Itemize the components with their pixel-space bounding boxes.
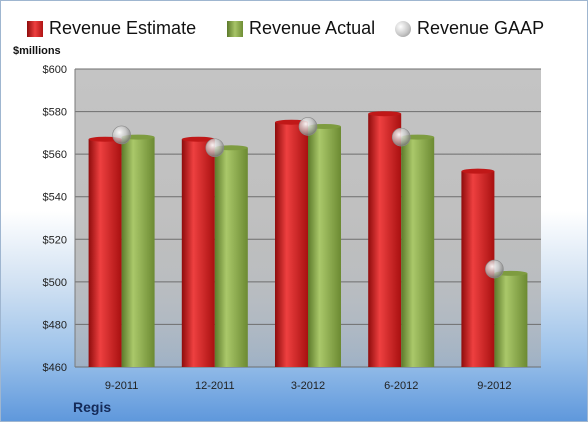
bar-revenue-actual [401, 137, 435, 367]
bars [88, 111, 528, 367]
y-tick-label: $560 [43, 149, 67, 161]
company-name: Regis [73, 399, 112, 415]
y-tick-label: $580 [43, 107, 67, 119]
y-tick-label: $480 [43, 319, 67, 331]
y-axis-ticks: $460 $480 $500 $520 $540 $560 $580 $600 [43, 64, 67, 374]
bar-revenue-estimate [275, 122, 308, 367]
x-tick-label: 9-2011 [105, 380, 138, 392]
bar-revenue-estimate [88, 139, 122, 367]
marker-revenue-gaap [391, 127, 411, 147]
bar-revenue-estimate [368, 113, 402, 367]
y-tick-label: $540 [43, 192, 67, 204]
bar-revenue-actual [308, 126, 341, 367]
legend-swatch-estimate [27, 21, 43, 37]
x-tick-label: 3-2012 [291, 380, 325, 392]
marker-revenue-gaap [205, 138, 225, 158]
bar-cap-estimate [181, 136, 215, 142]
y-axis-unit-label: $millions [13, 45, 61, 57]
bar-revenue-actual [494, 273, 528, 367]
y-tick-label: $500 [43, 277, 67, 289]
x-axis-ticks: 9-2011 12-2011 3-2012 6-2012 9-2012 [105, 380, 512, 392]
marker-revenue-gaap [112, 125, 131, 145]
y-tick-label: $520 [43, 234, 67, 246]
legend-swatch-gaap [395, 21, 411, 37]
bar-cap-estimate [368, 111, 402, 117]
x-tick-label: 12-2011 [195, 380, 235, 392]
marker-revenue-gaap [485, 259, 504, 279]
y-tick-label: $460 [43, 362, 67, 374]
x-tick-label: 9-2012 [477, 380, 511, 392]
legend-swatch-actual [227, 21, 243, 37]
bar-revenue-actual [214, 147, 248, 367]
marker-revenue-gaap [298, 117, 318, 136]
y-tick-label: $600 [43, 64, 67, 76]
legend-label-actual: Revenue Actual [249, 18, 376, 38]
x-tick-label: 6-2012 [384, 380, 418, 392]
bar-cap-estimate [461, 168, 495, 174]
legend-label-estimate: Revenue Estimate [49, 18, 197, 38]
bar-revenue-actual [121, 137, 155, 367]
legend-label-gaap: Revenue GAAP [417, 18, 545, 38]
bar-revenue-estimate [181, 139, 215, 367]
